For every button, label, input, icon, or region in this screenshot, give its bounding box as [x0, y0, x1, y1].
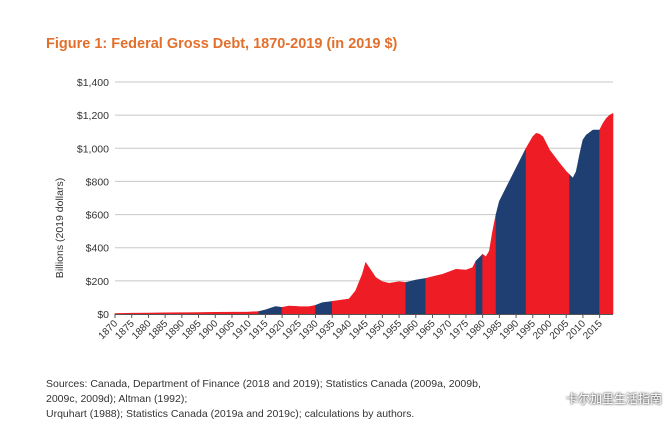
x-tick-label: 2015	[581, 318, 605, 342]
x-tick-labels: 1870187518801885189018951900190519101915…	[97, 318, 605, 342]
y-tick-label: $800	[86, 176, 110, 188]
area-segment-blue	[258, 306, 283, 315]
area-segment-red	[114, 311, 260, 315]
y-tick-label: $600	[86, 210, 110, 222]
area-segment-red	[599, 113, 614, 315]
area-segment-blue	[495, 148, 527, 315]
sources-line-1: Sources: Canada, Department of Finance (…	[46, 378, 481, 405]
area-segment-red	[281, 305, 316, 315]
y-tick-label: $400	[86, 243, 110, 255]
y-axis-title: Billions (2019 dollars)	[54, 178, 66, 278]
area-segment-red	[482, 214, 497, 315]
y-tick-labels: $0 $200 $400 $600 $800 $1,000 $1,200 $1,400	[77, 77, 109, 321]
sources-line-2: Urquhart (1988); Statistics Canada (2019…	[46, 408, 415, 420]
area-segments	[114, 113, 614, 315]
y-tick-label: $1,400	[77, 77, 109, 89]
y-tick-label: $200	[86, 276, 110, 288]
area-segment-red	[525, 133, 570, 315]
area-segment-red	[425, 260, 477, 315]
watermark-text: 卡尔加里生活指南	[565, 392, 662, 406]
axes	[114, 314, 613, 318]
area-segment-blue	[315, 301, 333, 315]
area-segment-blue	[569, 129, 600, 315]
area-segment-blue	[405, 278, 427, 315]
area-segment-blue	[475, 253, 483, 315]
y-tick-label: $1,200	[77, 110, 109, 122]
y-tick-label: $1,000	[77, 143, 109, 155]
chart-title: Figure 1: Federal Gross Debt, 1870-2019 …	[46, 36, 398, 52]
sources-note: Sources: Canada, Department of Finance (…	[46, 377, 486, 422]
y-tick-label: $0	[97, 309, 109, 321]
area-segment-red	[331, 261, 407, 315]
